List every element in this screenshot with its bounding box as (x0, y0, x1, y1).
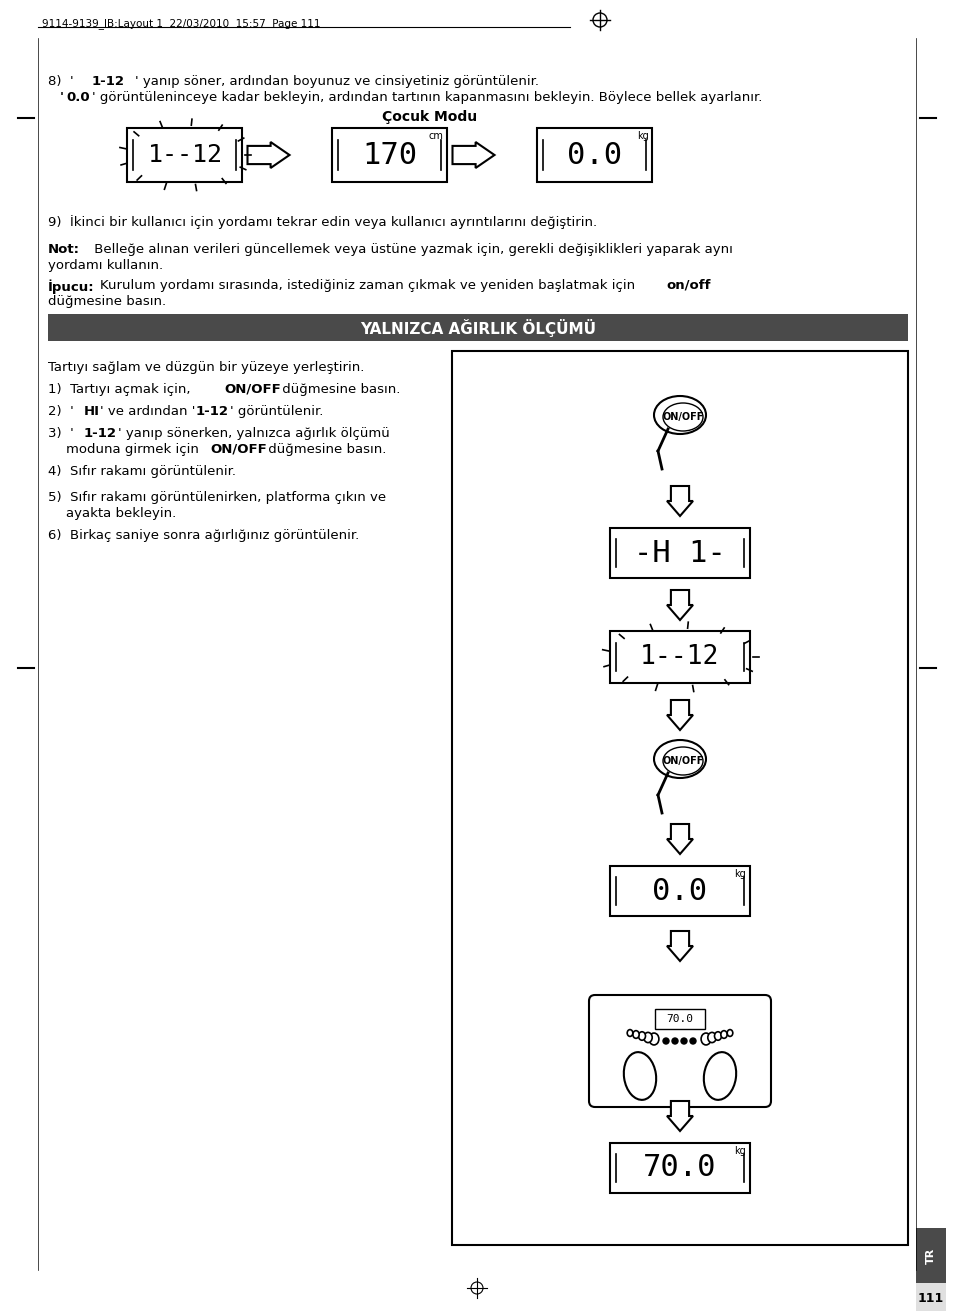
Circle shape (680, 1038, 686, 1044)
Text: kg: kg (636, 131, 648, 142)
Text: 1--12: 1--12 (639, 644, 719, 670)
Ellipse shape (632, 1030, 639, 1038)
Text: -H 1-: -H 1- (634, 539, 725, 568)
Text: Not:: Not: (48, 243, 80, 256)
Bar (915, 1228, 945, 1283)
Text: 1-12: 1-12 (195, 405, 229, 418)
Text: TR: TR (925, 1248, 935, 1264)
Ellipse shape (626, 1029, 632, 1037)
Bar (48, 315, 907, 341)
Text: 70.0: 70.0 (666, 1013, 693, 1024)
Text: ' görüntülenir.: ' görüntülenir. (230, 405, 323, 418)
Circle shape (671, 1038, 678, 1044)
Polygon shape (666, 700, 692, 730)
Text: ' yanıp söner, ardından boyunuz ve cinsiyetiniz görüntülenir.: ' yanıp söner, ardından boyunuz ve cinsi… (135, 75, 538, 88)
Bar (537, 128, 652, 182)
Bar (333, 128, 447, 182)
Text: 1--12: 1--12 (148, 143, 222, 166)
Bar (609, 1143, 749, 1193)
Ellipse shape (648, 1033, 659, 1045)
Text: on/off: on/off (665, 279, 710, 292)
Text: Tartıyı sağlam ve düzgün bir yüzeye yerleştirin.: Tartıyı sağlam ve düzgün bir yüzeye yerl… (48, 361, 364, 374)
Circle shape (662, 1038, 668, 1044)
Ellipse shape (654, 739, 705, 777)
Text: 3)  ': 3) ' (48, 427, 73, 440)
Ellipse shape (638, 1032, 645, 1040)
Text: ON/OFF: ON/OFF (661, 412, 703, 422)
Text: ' görüntüleninceye kadar bekleyin, ardından tartının kapanmasını bekleyin. Böyle: ' görüntüleninceye kadar bekleyin, ardın… (91, 90, 761, 104)
Text: ' ve ardından ': ' ve ardından ' (100, 405, 195, 418)
Ellipse shape (714, 1032, 720, 1040)
Text: 0.0: 0.0 (567, 140, 622, 169)
Ellipse shape (720, 1030, 726, 1038)
Ellipse shape (703, 1053, 736, 1100)
Polygon shape (247, 142, 289, 168)
Text: ON/OFF: ON/OFF (210, 443, 267, 456)
Text: 170: 170 (362, 140, 417, 169)
Text: İpucu:: İpucu: (48, 279, 94, 294)
Bar (128, 128, 242, 182)
Polygon shape (666, 825, 692, 853)
Text: 0.0: 0.0 (652, 877, 707, 906)
Text: ayakta bekleyin.: ayakta bekleyin. (66, 507, 176, 520)
Text: 1-12: 1-12 (84, 427, 117, 440)
Text: HI: HI (84, 405, 100, 418)
Bar (915, 1283, 945, 1311)
Text: düğmesine basın.: düğmesine basın. (48, 295, 166, 308)
Ellipse shape (662, 747, 702, 775)
Text: Belleğe alınan verileri güncellemek veya üstüne yazmak için, gerekli değişiklikl: Belleğe alınan verileri güncellemek veya… (90, 243, 732, 256)
Text: 8)  ': 8) ' (48, 75, 73, 88)
Text: 0.0: 0.0 (66, 90, 90, 104)
FancyBboxPatch shape (588, 995, 770, 1106)
Text: kg: kg (734, 1146, 745, 1156)
Text: 9)  İkinci bir kullanıcı için yordamı tekrar edin veya kullanıcı ayrıntılarını d: 9) İkinci bir kullanıcı için yordamı tek… (48, 215, 597, 229)
Text: düğmesine basın.: düğmesine basın. (264, 443, 386, 456)
Text: 70.0: 70.0 (642, 1154, 716, 1183)
Text: ON/OFF: ON/OFF (224, 383, 280, 396)
Text: yordamı kullanın.: yordamı kullanın. (48, 260, 163, 271)
Ellipse shape (643, 1032, 652, 1042)
Text: 6)  Birkaç saniye sonra ağırlığınız görüntülenir.: 6) Birkaç saniye sonra ağırlığınız görün… (48, 530, 359, 541)
Circle shape (689, 1038, 696, 1044)
Text: YALNIZCA AĞIRLIK ÖLÇÜMÜ: YALNIZCA AĞIRLIK ÖLÇÜMÜ (359, 319, 596, 337)
Text: 111: 111 (917, 1291, 943, 1304)
Text: 1)  Tartıyı açmak için,: 1) Tartıyı açmak için, (48, 383, 194, 396)
Text: kg: kg (734, 869, 745, 878)
Text: cm: cm (428, 131, 443, 142)
Ellipse shape (726, 1029, 732, 1037)
Polygon shape (666, 590, 692, 620)
Text: 5)  Sıfır rakamı görüntülenirken, platforma çıkın ve: 5) Sıfır rakamı görüntülenirken, platfor… (48, 492, 386, 503)
Bar (655, 1009, 704, 1029)
Text: Çocuk Modu: Çocuk Modu (382, 110, 477, 125)
Text: düğmesine basın.: düğmesine basın. (277, 383, 400, 396)
Polygon shape (666, 486, 692, 517)
Text: 2)  ': 2) ' (48, 405, 73, 418)
Bar (452, 351, 907, 1245)
Text: 4)  Sıfır rakamı görüntülenir.: 4) Sıfır rakamı görüntülenir. (48, 465, 235, 479)
Bar (609, 528, 749, 578)
Polygon shape (666, 931, 692, 961)
Ellipse shape (707, 1032, 716, 1042)
Bar (609, 867, 749, 916)
Text: ON/OFF: ON/OFF (661, 756, 703, 766)
Text: ': ' (60, 90, 64, 104)
Ellipse shape (623, 1053, 656, 1100)
Ellipse shape (654, 396, 705, 434)
Text: moduna girmek için: moduna girmek için (66, 443, 203, 456)
Bar (609, 631, 749, 683)
Text: 1-12: 1-12 (91, 75, 125, 88)
Ellipse shape (700, 1033, 710, 1045)
Text: 9114-9139_IB:Layout 1  22/03/2010  15:57  Page 111: 9114-9139_IB:Layout 1 22/03/2010 15:57 P… (42, 18, 320, 29)
Text: Kurulum yordamı sırasında, istediğiniz zaman çıkmak ve yeniden başlatmak için: Kurulum yordamı sırasında, istediğiniz z… (100, 279, 639, 292)
Polygon shape (452, 142, 494, 168)
Ellipse shape (662, 402, 702, 431)
Polygon shape (666, 1101, 692, 1131)
Text: ' yanıp sönerken, yalnızca ağırlık ölçümü: ' yanıp sönerken, yalnızca ağırlık ölçüm… (118, 427, 390, 440)
